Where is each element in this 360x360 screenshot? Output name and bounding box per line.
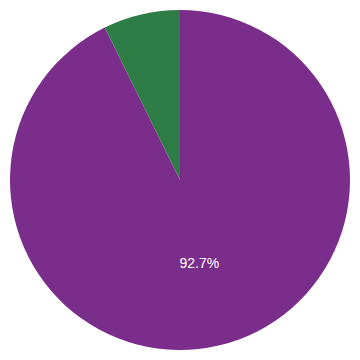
svg-text:92.7%: 92.7% [179,255,219,271]
